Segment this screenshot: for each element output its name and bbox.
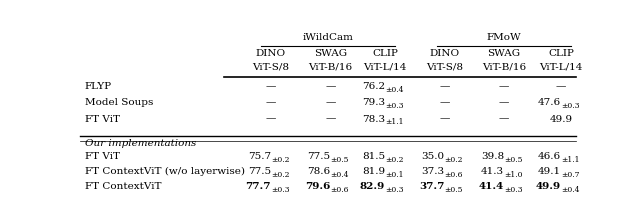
Text: 78.3: 78.3 (362, 115, 385, 124)
Text: ±0.3: ±0.3 (271, 186, 289, 194)
Text: 75.7: 75.7 (248, 152, 271, 161)
Text: ±1.1: ±1.1 (561, 156, 580, 164)
Text: CLIP: CLIP (372, 49, 398, 58)
Text: DINO: DINO (429, 49, 460, 58)
Text: 37.7: 37.7 (419, 182, 445, 191)
Text: ViT-S/8: ViT-S/8 (426, 62, 463, 72)
Text: CLIP: CLIP (548, 49, 574, 58)
Text: —: — (499, 115, 509, 124)
Text: ±0.1: ±0.1 (385, 171, 404, 179)
Text: ±0.3: ±0.3 (504, 186, 523, 194)
Text: FLYP: FLYP (85, 82, 112, 91)
Text: 81.5: 81.5 (362, 152, 385, 161)
Text: 41.3: 41.3 (481, 167, 504, 176)
Text: 76.2: 76.2 (362, 82, 385, 91)
Text: ±0.2: ±0.2 (271, 171, 289, 179)
Text: ±1.1: ±1.1 (385, 118, 404, 127)
Text: 41.4: 41.4 (479, 182, 504, 191)
Text: ±0.5: ±0.5 (330, 156, 349, 164)
Text: SWAG: SWAG (314, 49, 347, 58)
Text: Model Soups: Model Soups (85, 98, 154, 107)
Text: ±0.3: ±0.3 (561, 102, 580, 110)
Text: 79.6: 79.6 (305, 182, 330, 191)
Text: 77.7: 77.7 (246, 182, 271, 191)
Text: 81.9: 81.9 (362, 167, 385, 176)
Text: ±0.6: ±0.6 (330, 186, 349, 194)
Text: 46.6: 46.6 (538, 152, 561, 161)
Text: ±0.2: ±0.2 (385, 156, 404, 164)
Text: —: — (266, 98, 276, 107)
Text: iWildCam: iWildCam (303, 33, 353, 42)
Text: ±0.7: ±0.7 (561, 171, 580, 179)
Text: ±0.5: ±0.5 (504, 156, 523, 164)
Text: —: — (440, 98, 450, 107)
Text: 35.0: 35.0 (421, 152, 445, 161)
Text: 37.3: 37.3 (421, 167, 445, 176)
Text: FMoW: FMoW (487, 33, 522, 42)
Text: ±0.3: ±0.3 (385, 186, 404, 194)
Text: —: — (266, 82, 276, 91)
Text: ±0.2: ±0.2 (445, 156, 463, 164)
Text: ViT-S/8: ViT-S/8 (252, 62, 289, 72)
Text: 82.9: 82.9 (360, 182, 385, 191)
Text: ±0.3: ±0.3 (385, 102, 404, 110)
Text: ViT-L/14: ViT-L/14 (364, 62, 407, 72)
Text: 49.9: 49.9 (550, 115, 573, 124)
Text: 39.8: 39.8 (481, 152, 504, 161)
Text: 79.3: 79.3 (362, 98, 385, 107)
Text: SWAG: SWAG (488, 49, 521, 58)
Text: 77.5: 77.5 (248, 167, 271, 176)
Text: ±0.4: ±0.4 (385, 86, 404, 94)
Text: ±0.2: ±0.2 (271, 156, 289, 164)
Text: 47.6: 47.6 (538, 98, 561, 107)
Text: ±0.4: ±0.4 (561, 186, 580, 194)
Text: ±0.4: ±0.4 (330, 171, 349, 179)
Text: Our implementations: Our implementations (85, 139, 196, 148)
Text: ViT-B/16: ViT-B/16 (482, 62, 526, 72)
Text: FT ViT: FT ViT (85, 115, 120, 124)
Text: —: — (556, 82, 566, 91)
Text: FT ContextViT: FT ContextViT (85, 182, 161, 191)
Text: —: — (325, 82, 335, 91)
Text: —: — (499, 82, 509, 91)
Text: —: — (499, 98, 509, 107)
Text: ViT-B/16: ViT-B/16 (308, 62, 353, 72)
Text: 49.9: 49.9 (536, 182, 561, 191)
Text: —: — (440, 82, 450, 91)
Text: ±1.0: ±1.0 (504, 171, 523, 179)
Text: —: — (440, 115, 450, 124)
Text: ±0.5: ±0.5 (445, 186, 463, 194)
Text: FT ViT: FT ViT (85, 152, 120, 161)
Text: DINO: DINO (256, 49, 286, 58)
Text: ±0.6: ±0.6 (445, 171, 463, 179)
Text: —: — (325, 98, 335, 107)
Text: 78.6: 78.6 (307, 167, 330, 176)
Text: 77.5: 77.5 (307, 152, 330, 161)
Text: ViT-L/14: ViT-L/14 (540, 62, 583, 72)
Text: —: — (266, 115, 276, 124)
Text: —: — (325, 115, 335, 124)
Text: 49.1: 49.1 (538, 167, 561, 176)
Text: FT ContextViT (w/o layerwise): FT ContextViT (w/o layerwise) (85, 167, 245, 176)
